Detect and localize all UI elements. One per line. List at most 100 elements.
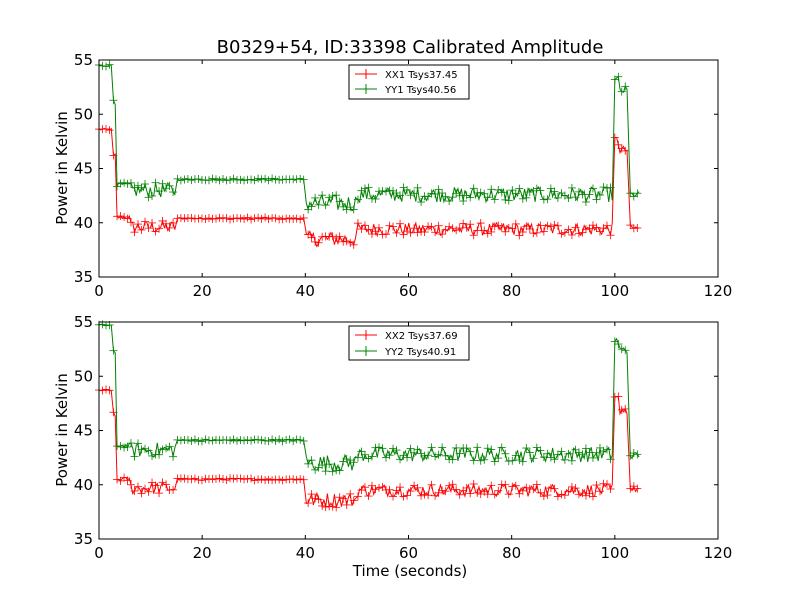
data-point xyxy=(109,96,118,105)
data-point xyxy=(546,484,555,493)
x-tick-label: 80 xyxy=(502,282,521,300)
data-point xyxy=(137,183,146,192)
data-point xyxy=(455,191,464,200)
x-tick-label: 20 xyxy=(193,544,212,562)
data-point xyxy=(434,185,443,194)
data-point xyxy=(617,87,626,96)
data-point xyxy=(399,492,408,501)
data-point xyxy=(275,475,284,484)
data-point xyxy=(155,450,164,459)
chart-title: B0329+54, ID:33398 Calibrated Amplitude xyxy=(217,37,604,58)
x-tick-label: 40 xyxy=(296,544,315,562)
data-point xyxy=(332,503,341,512)
data-point xyxy=(318,461,327,470)
data-point xyxy=(462,483,471,492)
data-point xyxy=(321,467,330,476)
data-point xyxy=(299,475,308,484)
panel-bottom-ylabel: Power in Kelvin xyxy=(53,373,71,487)
data-point xyxy=(410,224,419,233)
data-point xyxy=(357,447,366,456)
data-point xyxy=(236,175,245,184)
data-point xyxy=(602,480,611,489)
data-point xyxy=(162,444,171,453)
data-point xyxy=(462,223,471,232)
data-point xyxy=(264,176,273,185)
data-point xyxy=(236,474,245,483)
data-point xyxy=(342,455,351,464)
data-point xyxy=(208,436,217,445)
series-line-xx2 xyxy=(98,388,640,509)
data-point xyxy=(588,221,597,230)
data-point xyxy=(123,179,132,188)
data-point xyxy=(480,226,489,235)
data-point xyxy=(522,444,531,453)
data-point xyxy=(571,484,580,493)
data-point xyxy=(176,436,185,445)
data-point xyxy=(546,453,555,462)
data-point xyxy=(406,191,415,200)
data-point xyxy=(424,451,433,460)
data-point xyxy=(187,436,196,445)
data-point xyxy=(374,223,383,232)
data-point xyxy=(105,60,114,69)
legend-box xyxy=(348,64,470,100)
data-point xyxy=(585,448,594,457)
data-point xyxy=(626,221,635,230)
data-point xyxy=(113,475,122,484)
data-point xyxy=(539,195,548,204)
data-point xyxy=(445,197,454,206)
data-point xyxy=(307,456,316,465)
data-point xyxy=(553,492,562,501)
data-point xyxy=(553,221,562,230)
data-point xyxy=(173,435,182,444)
data-point xyxy=(328,502,337,511)
data-point xyxy=(403,185,412,194)
data-point xyxy=(190,435,199,444)
x-tick-label: 100 xyxy=(601,544,630,562)
data-point xyxy=(137,225,146,234)
data-point xyxy=(522,483,531,492)
data-point xyxy=(585,224,594,233)
data-point xyxy=(247,436,256,445)
data-point xyxy=(529,454,538,463)
data-point xyxy=(599,183,608,192)
data-point xyxy=(629,192,638,201)
data-point xyxy=(413,228,422,237)
data-point xyxy=(187,176,196,185)
data-point xyxy=(396,483,405,492)
data-point xyxy=(585,190,594,199)
data-point xyxy=(208,174,217,183)
data-point xyxy=(353,492,362,501)
data-point xyxy=(511,481,520,490)
panel-top-series xyxy=(95,60,642,249)
data-point xyxy=(564,194,573,203)
data-point xyxy=(148,218,157,227)
data-point xyxy=(247,175,256,184)
data-point xyxy=(264,437,273,446)
data-point xyxy=(268,476,277,485)
data-point xyxy=(126,480,135,489)
data-point xyxy=(574,448,583,457)
data-point xyxy=(633,223,642,232)
data-point xyxy=(602,445,611,454)
data-point xyxy=(155,489,164,498)
data-point xyxy=(532,184,541,193)
data-point xyxy=(459,219,468,228)
data-point xyxy=(321,201,330,210)
data-point xyxy=(417,491,426,500)
data-point xyxy=(282,435,291,444)
data-point xyxy=(204,214,213,223)
data-point xyxy=(254,213,263,222)
y-tick-label: 40 xyxy=(74,476,93,494)
data-point xyxy=(371,485,380,494)
data-point xyxy=(592,448,601,457)
y-tick-label: 55 xyxy=(74,51,93,69)
data-point xyxy=(469,231,478,240)
data-point xyxy=(614,340,623,349)
data-point xyxy=(557,447,566,456)
data-point xyxy=(102,125,111,134)
data-point xyxy=(410,448,419,457)
data-point xyxy=(557,229,566,238)
data-point xyxy=(588,492,597,501)
data-point xyxy=(441,192,450,201)
